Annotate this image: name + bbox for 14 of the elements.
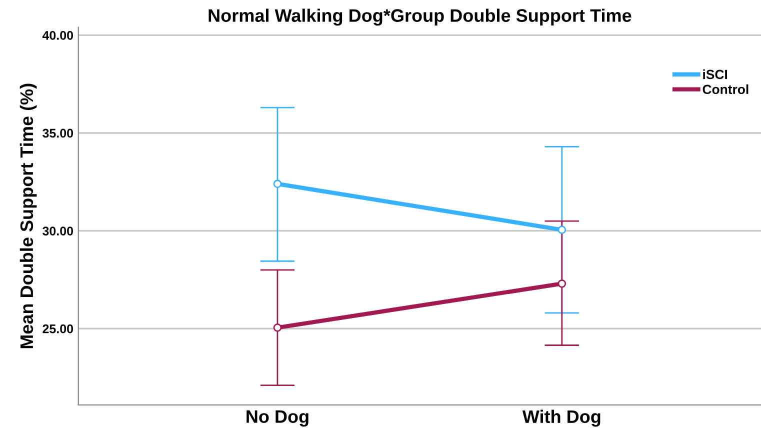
y-tick-label: 25.00	[42, 324, 74, 334]
y-tick-label: 30.00	[42, 226, 74, 236]
y-tick-label: 35.00	[42, 128, 74, 138]
point	[558, 279, 566, 288]
x-tick-label: With Dog	[522, 410, 600, 427]
point	[273, 180, 282, 188]
x-tick-label: No Dog	[246, 410, 308, 427]
y-tick-label: 40.00	[42, 30, 74, 40]
legend-label: Control	[702, 84, 748, 94]
chart-title: Normal Walking Dog*Group Double Support Time	[208, 8, 632, 26]
legend-label: iSCI	[703, 69, 728, 80]
point	[558, 226, 566, 234]
y-axis-title: Mean Double Support Time (%)	[20, 84, 37, 348]
point	[273, 323, 282, 332]
